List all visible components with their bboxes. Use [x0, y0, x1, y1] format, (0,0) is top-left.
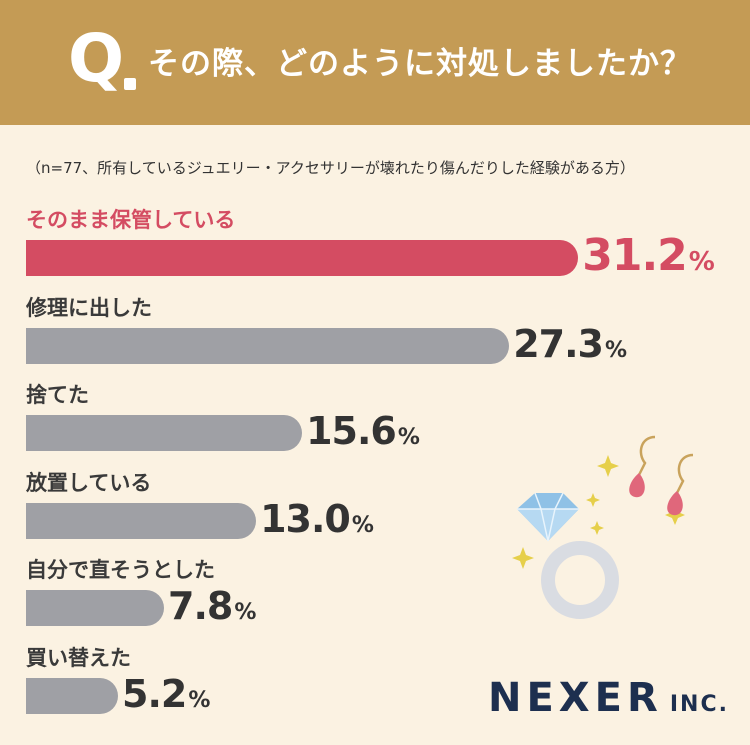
bar	[26, 677, 119, 714]
value-unit: %	[688, 247, 715, 277]
category-label: 放置している	[26, 470, 152, 495]
category-label: 捨てた	[26, 383, 89, 407]
earrings-icon	[629, 435, 694, 516]
category-label: そのまま保管している	[26, 208, 236, 232]
jewelry-illustration	[512, 435, 694, 619]
value-unit: %	[234, 600, 257, 625]
value-label: 13.0%	[260, 500, 374, 538]
brand-logo: NEXER INC.	[488, 678, 729, 718]
value-number: 27.3	[513, 321, 604, 366]
brand-name: NEXER	[488, 675, 663, 721]
value-number: 5.2	[122, 671, 187, 716]
value-label: 31.2%	[582, 234, 715, 278]
value-label: 5.2%	[122, 675, 210, 713]
sample-note: （n=77、所有しているジュエリー・アクセサリーが壊れたり傷んだりした経験がある…	[26, 159, 635, 177]
value-number: 31.2	[582, 230, 688, 281]
value-label: 15.6%	[306, 412, 420, 450]
brand-suffix: INC.	[669, 692, 729, 717]
bar	[26, 240, 579, 276]
value-number: 15.6	[306, 409, 397, 453]
bar	[26, 502, 257, 539]
question-title: その際、どのように対処しましたか？	[148, 46, 692, 82]
value-label: 27.3%	[513, 325, 627, 363]
header-banner: Q その際、どのように対処しましたか？	[0, 0, 750, 125]
value-unit: %	[397, 425, 420, 450]
bar	[26, 590, 165, 626]
q-mark: Q	[68, 20, 125, 97]
bar	[26, 327, 510, 364]
value-unit: %	[351, 512, 374, 538]
value-label: 7.8%	[168, 587, 256, 625]
bar	[26, 415, 303, 451]
q-dot	[124, 78, 136, 90]
category-label: 修理に出した	[26, 295, 152, 320]
value-unit: %	[188, 687, 211, 713]
ring-icon	[517, 492, 619, 619]
value-number: 13.0	[260, 496, 351, 541]
value-unit: %	[604, 337, 628, 363]
category-label: 買い替えた	[26, 645, 131, 670]
category-label: 自分で直そうとした	[26, 558, 215, 582]
value-number: 7.8	[168, 584, 233, 628]
